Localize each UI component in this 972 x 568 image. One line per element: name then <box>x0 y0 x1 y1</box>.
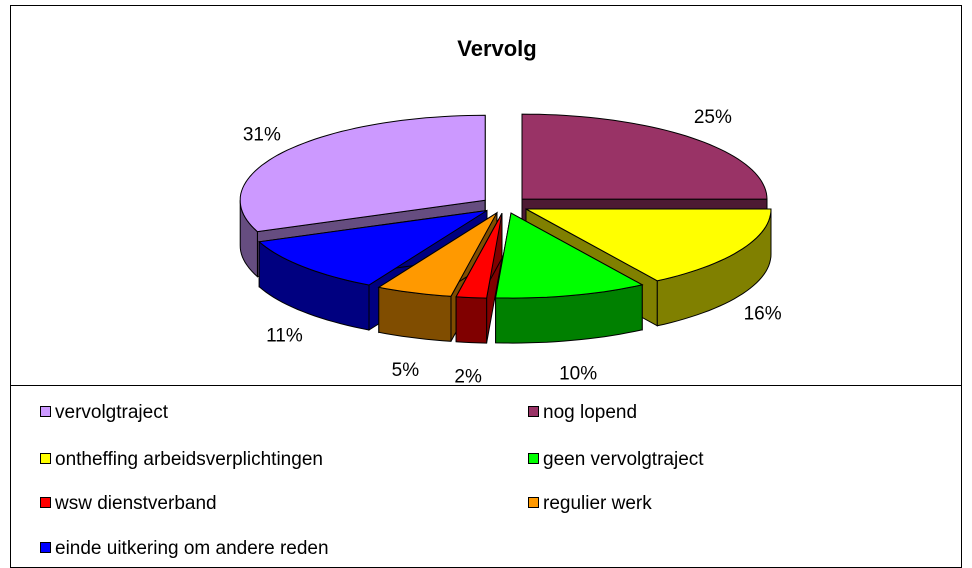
data-label: 10% <box>559 363 597 384</box>
legend-swatch <box>40 497 51 508</box>
slice-top <box>521 113 768 200</box>
slice-top <box>495 212 644 299</box>
pie-slice <box>495 212 644 344</box>
data-label: 16% <box>744 303 782 324</box>
legend-label: einde uitkering om andere reden <box>55 538 329 559</box>
data-label: 2% <box>454 366 482 387</box>
legend-label: wsw dienstverband <box>54 493 217 514</box>
slice-wall <box>455 296 488 344</box>
data-label: 11% <box>266 326 303 347</box>
chart-title: Vervolg <box>457 36 536 61</box>
data-label: 5% <box>392 360 420 381</box>
legend-label: ontheffing arbeidsverplichtingen <box>55 449 323 470</box>
data-label: 31% <box>243 125 281 146</box>
legend-label: geen vervolgtraject <box>543 449 704 470</box>
slice-top <box>377 211 499 297</box>
legend-swatch <box>528 406 539 417</box>
legend-label: vervolgtraject <box>55 402 169 423</box>
data-label: 25% <box>694 107 732 128</box>
legend-swatch <box>40 406 51 417</box>
legend-label: nog lopend <box>543 402 637 423</box>
legend-swatch <box>40 453 51 464</box>
legend-label: regulier werk <box>543 493 652 514</box>
legend-swatch <box>40 542 51 553</box>
slice-top <box>257 210 488 286</box>
legend-swatch <box>528 453 539 464</box>
legend-swatch <box>528 497 539 508</box>
slice-top <box>525 208 772 282</box>
slice-top <box>455 213 503 299</box>
pie-slice <box>455 213 503 344</box>
slice-top <box>239 114 486 233</box>
